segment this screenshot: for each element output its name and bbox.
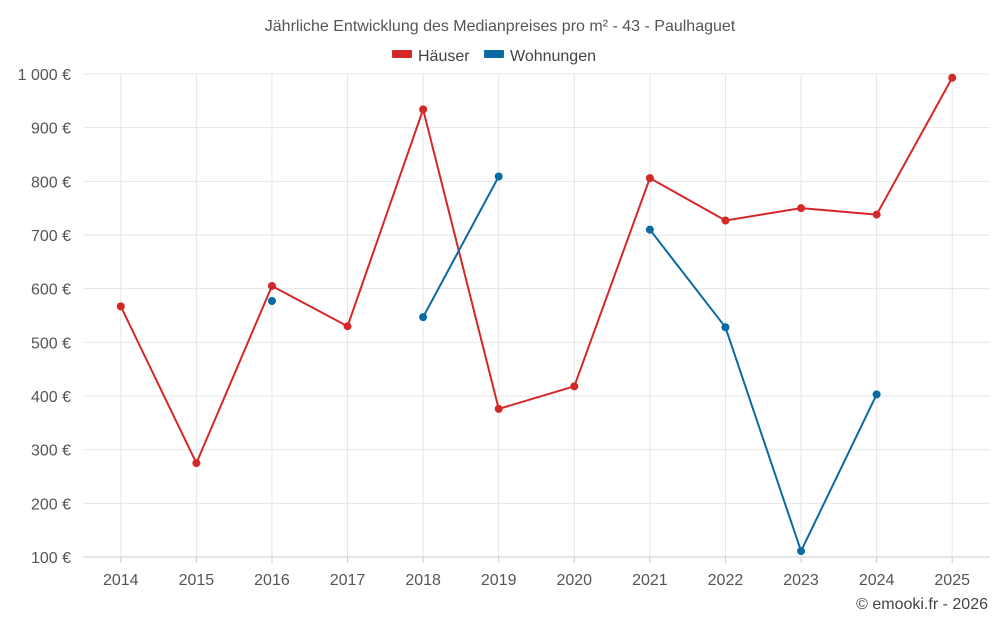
- data-point-wohnungen[interactable]: [721, 323, 730, 332]
- legend: Häuser Wohnungen: [392, 48, 596, 65]
- series-line-wohnungen: [422, 176, 500, 318]
- data-point-haeuser[interactable]: [721, 216, 730, 225]
- legend-label-wohnungen: Wohnungen: [510, 48, 596, 65]
- x-tick-label: 2018: [405, 572, 441, 589]
- data-point-wohnungen[interactable]: [267, 297, 276, 306]
- data-point-haeuser[interactable]: [419, 105, 428, 114]
- x-tick-label: 2024: [859, 572, 895, 589]
- x-tick-label: 2015: [179, 572, 215, 589]
- x-tick-label: 2023: [783, 572, 819, 589]
- grid: [83, 73, 990, 558]
- x-tick-label: 2014: [103, 572, 139, 589]
- y-tick-label: 700 €: [31, 228, 71, 245]
- axes: 100 € 200 € 300 € 400 € 500 € 600 € 700 € 800 €…: [18, 67, 990, 589]
- legend-swatch-haeuser: [392, 50, 412, 58]
- x-tick-label: 2017: [330, 572, 366, 589]
- data-point-haeuser[interactable]: [267, 281, 276, 290]
- series-line-haeuser: [119, 77, 954, 465]
- y-tick-label: 800 €: [31, 174, 71, 191]
- x-tick-label: 2021: [632, 572, 668, 589]
- x-tick-label: 2016: [254, 572, 290, 589]
- data-point-haeuser[interactable]: [116, 302, 125, 311]
- data-point-wohnungen[interactable]: [419, 313, 428, 322]
- x-tick-label: 2022: [708, 572, 744, 589]
- data-point-haeuser[interactable]: [645, 174, 654, 183]
- x-tick-label: 2020: [556, 572, 592, 589]
- data-point-wohnungen[interactable]: [797, 547, 806, 556]
- data-point-haeuser[interactable]: [797, 204, 806, 213]
- series-wohnungen: [267, 172, 881, 556]
- data-point-wohnungen[interactable]: [645, 225, 654, 234]
- data-point-haeuser[interactable]: [494, 404, 503, 413]
- series-line-wohnungen: [649, 229, 878, 553]
- data-point-haeuser[interactable]: [570, 382, 579, 391]
- data-point-haeuser[interactable]: [872, 210, 881, 219]
- data-point-wohnungen[interactable]: [494, 172, 503, 181]
- y-tick-label: 1 000 €: [18, 67, 71, 84]
- y-tick-label: 400 €: [31, 389, 71, 406]
- legend-label-haeuser: Häuser: [418, 48, 470, 65]
- series-haeuser: [116, 73, 957, 468]
- chart-title: Jährliche Entwicklung des Medianpreises …: [265, 18, 736, 35]
- y-tick-label: 500 €: [31, 335, 71, 352]
- data-point-haeuser[interactable]: [948, 73, 957, 82]
- y-tick-label: 900 €: [31, 121, 71, 138]
- credit-text: © emooki.fr - 2026: [856, 596, 988, 613]
- y-tick-label: 200 €: [31, 496, 71, 513]
- y-tick-label: 300 €: [31, 443, 71, 460]
- series-layer: [116, 73, 957, 556]
- x-tick-label: 2019: [481, 572, 517, 589]
- legend-swatch-wohnungen: [484, 50, 504, 58]
- y-tick-label: 600 €: [31, 282, 71, 299]
- x-tick-label: 2025: [934, 572, 970, 589]
- data-point-haeuser[interactable]: [192, 459, 201, 468]
- data-point-haeuser[interactable]: [343, 322, 352, 331]
- y-tick-label: 100 €: [31, 550, 71, 567]
- data-point-wohnungen[interactable]: [872, 390, 881, 399]
